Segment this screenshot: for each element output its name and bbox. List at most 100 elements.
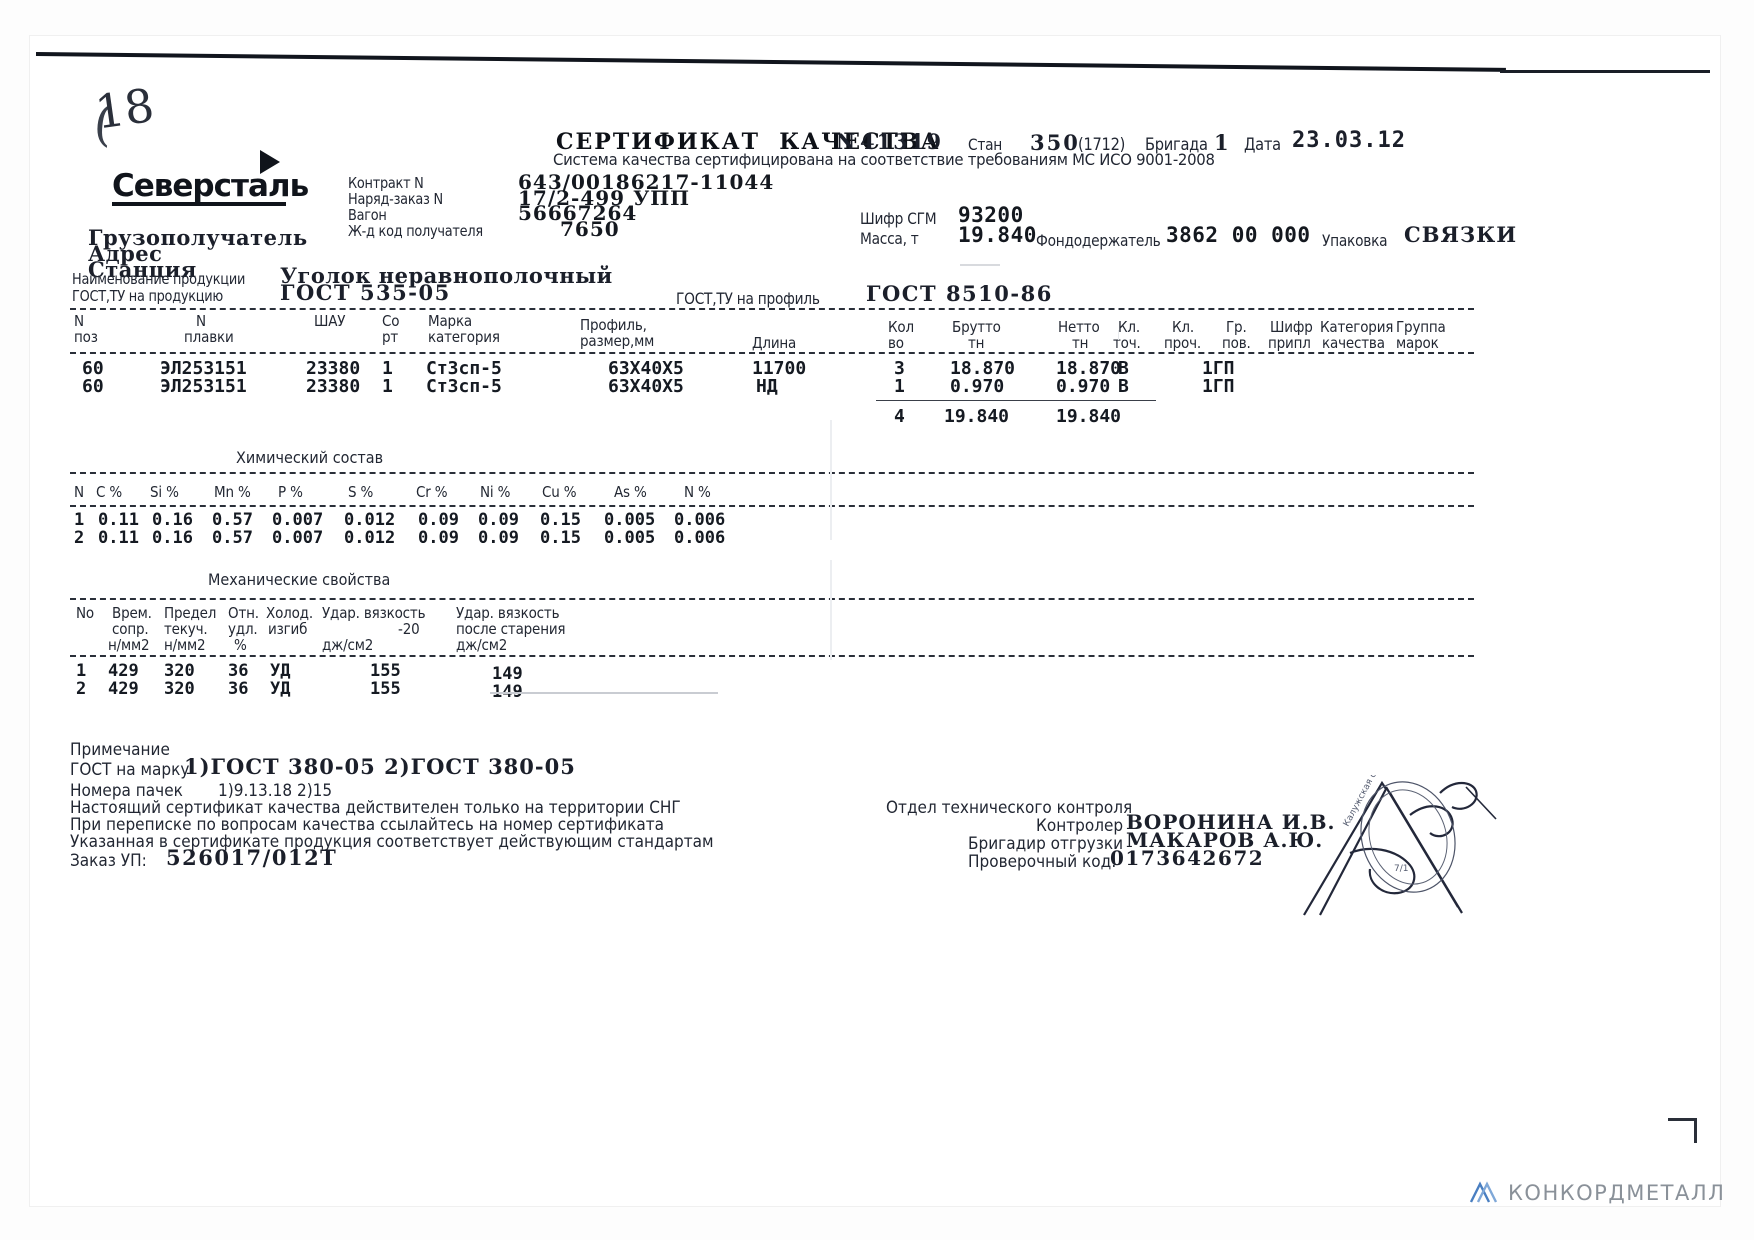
- brigade-value: 1: [1214, 130, 1229, 155]
- konkordmetall-mark-icon: [1468, 1178, 1498, 1208]
- severstal-logo-text: Северсталь: [112, 168, 309, 204]
- packaging-value: СВЯЗКИ: [1404, 222, 1518, 247]
- cell-heat: ЭЛ253151: [160, 358, 247, 379]
- severstal-logo-triangle-icon: [260, 150, 280, 174]
- order-label: Наряд-заказ N: [348, 190, 443, 208]
- me-th-imp1-l2: -20: [398, 620, 420, 638]
- me-cell: 320: [164, 661, 195, 681]
- cell-sort: 1: [382, 358, 393, 379]
- order-up-value: 526017/012Т: [166, 845, 338, 870]
- mass-value: 19.840: [958, 223, 1037, 247]
- notes-line-4: При переписке по вопросам качества ссыла…: [70, 815, 665, 835]
- th-sort-l2: рт: [382, 328, 399, 346]
- cipher-sgm-value: 93200: [958, 203, 1024, 227]
- cell-length: НД: [756, 376, 778, 397]
- th-gross-l2: тн: [968, 334, 985, 352]
- cell-shau: 23380: [306, 358, 361, 379]
- me-th-bend-l2: изгиб: [268, 620, 308, 638]
- brigade-label: Бригада: [1145, 135, 1208, 155]
- th-surf-l1: Гр.: [1226, 318, 1247, 336]
- cell-net: 18.870: [1056, 358, 1122, 379]
- me-th-ts-l1: Врем.: [112, 604, 152, 622]
- date-value: 23.03.12: [1292, 128, 1406, 153]
- th-profile-l1: Профиль,: [580, 316, 647, 334]
- me-th-imp2-l2: после старения: [456, 620, 566, 638]
- ch-cell: 1: [74, 510, 85, 530]
- mill-code: (1712): [1078, 135, 1126, 155]
- ch-cell: 0.005: [604, 528, 656, 548]
- product-gost-label: ГОСТ,ТУ на продукцию: [72, 287, 224, 305]
- th-length: Длина: [752, 334, 797, 352]
- ch-th-10: N %: [684, 483, 711, 501]
- th-net-l1: Нетто: [1058, 318, 1100, 336]
- divider-2: [70, 352, 1474, 354]
- notes-packs-label: Номера пачек: [70, 781, 183, 801]
- ch-th-0: N: [74, 483, 84, 501]
- foreman-name: МАКАРОВ А.Ю.: [1126, 828, 1324, 852]
- certificate-number: 41319: [860, 129, 944, 154]
- product-gost-value: ГОСТ 535-05: [280, 280, 451, 305]
- scan-artifact: [960, 264, 1000, 266]
- ch-th-3: Mn %: [214, 483, 251, 501]
- mill-label: Стан: [968, 135, 1003, 154]
- me-th-ys-l3: н/мм2: [164, 636, 206, 654]
- ch-th-7: Ni %: [480, 483, 511, 501]
- scan-streak: [490, 692, 718, 694]
- divider-1: [70, 308, 1474, 310]
- ch-cell: 0.006: [674, 510, 726, 530]
- svg-text:7/1: 7/1: [1394, 864, 1408, 874]
- cell-length: 11700: [752, 358, 807, 379]
- cell-surf: 1ГП: [1202, 376, 1235, 397]
- ch-cell: 0.57: [212, 528, 253, 548]
- th-gross-l1: Брутто: [952, 318, 1001, 336]
- severstal-logo: Северсталь: [112, 150, 402, 210]
- product-name-value: Уголок неравнополочный: [280, 263, 613, 288]
- ch-cell: 0.16: [152, 510, 193, 530]
- cell-gross: 0.970: [950, 376, 1005, 397]
- department-label: Отдел технического контроля: [886, 798, 1133, 818]
- chemistry-section-title: Химический состав: [236, 448, 384, 467]
- ch-cell: 0.09: [418, 528, 459, 548]
- me-th-ts-l2: сопр.: [112, 620, 149, 638]
- cell-grade: Ст3сп-5: [426, 376, 502, 397]
- me-th-imp1-l3: дж/см2: [322, 636, 374, 654]
- me-th-el-l2: удл.: [228, 620, 258, 638]
- document-sheet: [30, 36, 1720, 1206]
- th-cipher-l2: припл: [1268, 334, 1311, 352]
- th-qty-l1: Кол: [888, 318, 914, 336]
- divider-3: [70, 472, 1474, 474]
- me-cell: 149: [492, 664, 523, 684]
- ch-th-1: C %: [96, 483, 123, 501]
- ch-th-5: S %: [348, 483, 374, 501]
- th-cipher-l1: Шифр: [1270, 318, 1313, 336]
- address-label: Адрес: [88, 241, 163, 266]
- me-th-imp2-l1: Удар. вязкость: [456, 604, 560, 622]
- wagon-value: 56667264: [518, 201, 638, 225]
- cell-shau: 23380: [306, 376, 361, 397]
- ch-th-6: Cr %: [416, 483, 448, 501]
- notes-gost-label: ГОСТ на марку: [70, 760, 190, 780]
- order-up-label: Заказ УП:: [70, 851, 147, 871]
- me-cell: 429: [108, 661, 139, 681]
- notes-gost-value: 1)ГОСТ 380-05 2)ГОСТ 380-05: [184, 754, 576, 779]
- notes-line-3: Настоящий сертификат качества действител…: [70, 798, 681, 818]
- ch-cell: 0.09: [418, 510, 459, 530]
- me-cell: 36: [228, 679, 249, 699]
- divider-6: [70, 655, 1474, 657]
- ch-cell: 0.007: [272, 510, 324, 530]
- scan-artifact: [1118, 330, 1119, 340]
- packaging-label: Упаковка: [1322, 231, 1388, 250]
- me-cell: УД: [270, 661, 291, 681]
- me-th-imp2-l3: дж/см2: [456, 636, 508, 654]
- total-net: 19.840: [1056, 406, 1122, 427]
- th-class-str-l1: Кл.: [1172, 318, 1194, 336]
- ch-cell: 0.09: [478, 528, 519, 548]
- ch-th-9: As %: [614, 483, 647, 501]
- me-th-ys-l1: Предел: [164, 604, 217, 622]
- ch-cell: 0.15: [540, 510, 581, 530]
- me-cell: 1: [76, 661, 87, 681]
- station-label: Станция: [88, 257, 197, 282]
- cipher-sgm-label: Шифр СГМ: [860, 209, 937, 228]
- ch-cell: 0.09: [478, 510, 519, 530]
- th-shau: ШАУ: [314, 312, 346, 330]
